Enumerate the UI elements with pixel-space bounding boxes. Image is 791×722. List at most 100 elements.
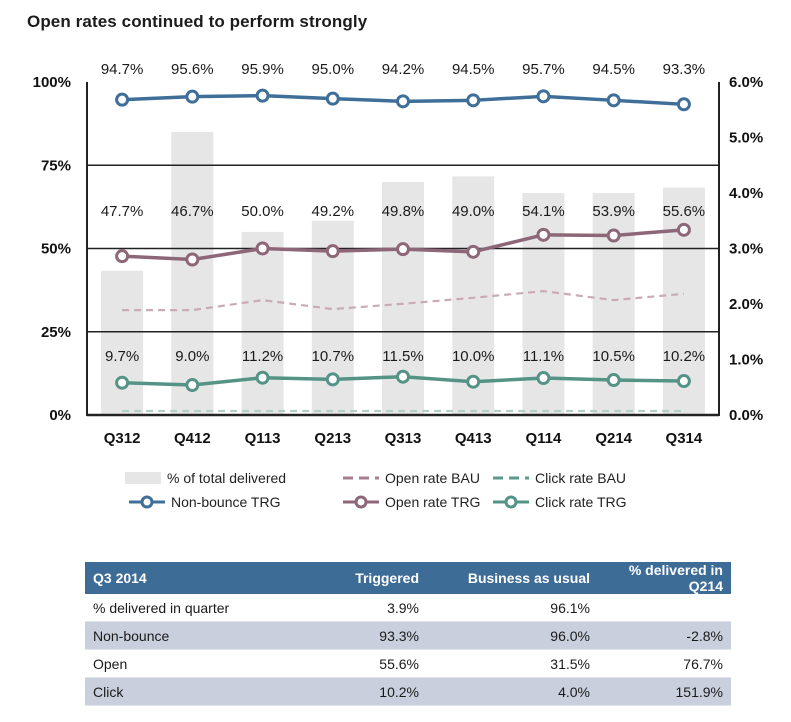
point-non-bounce-trg bbox=[606, 93, 621, 108]
point-click-rate-trg bbox=[536, 371, 551, 386]
data-label-click-rate-trg: 9.7% bbox=[105, 348, 139, 365]
point-open-rate-trg bbox=[115, 249, 130, 264]
right-tick-label: 6.0% bbox=[729, 74, 763, 91]
right-tick-label: 4.0% bbox=[729, 185, 763, 202]
point-open-rate-trg bbox=[466, 244, 481, 259]
point-non-bounce-trg bbox=[396, 94, 410, 109]
point-non-bounce-trg bbox=[255, 88, 270, 103]
data-label-click-rate-trg: 10.5% bbox=[592, 348, 635, 365]
legend-label: Open rate BAU bbox=[385, 470, 480, 486]
point-open-rate-trg bbox=[606, 228, 621, 243]
cell-triggered: 55.6% bbox=[271, 649, 427, 678]
table-header-row: Q3 2014 Triggered Business as usual % de… bbox=[85, 562, 731, 594]
x-tick-label: Q214 bbox=[595, 430, 632, 447]
table-row: % delivered in quarter 3.9% 96.1% bbox=[85, 594, 731, 622]
legend-marker-swatch bbox=[343, 495, 379, 509]
bar-q412 bbox=[171, 131, 214, 415]
right-tick-label: 1.0% bbox=[729, 352, 763, 369]
legend-item-non-bounce-trg: Non-bounce TRG bbox=[129, 494, 343, 510]
point-click-rate-trg bbox=[185, 378, 200, 393]
point-open-rate-trg bbox=[325, 244, 340, 259]
legend-marker-swatch bbox=[493, 495, 529, 509]
row-label: % delivered in quarter bbox=[85, 594, 271, 622]
data-label-non-bounce-trg: 95.9% bbox=[241, 61, 284, 78]
cell-delivered-q214: 76.7% bbox=[598, 649, 731, 678]
legend-label: Click rate TRG bbox=[535, 494, 627, 510]
point-open-rate-trg bbox=[185, 252, 200, 267]
x-tick-label: Q313 bbox=[385, 430, 422, 447]
cell-triggered: 10.2% bbox=[271, 677, 427, 706]
cell-bau: 31.5% bbox=[427, 649, 598, 678]
data-label-non-bounce-trg: 94.5% bbox=[592, 61, 635, 78]
cell-triggered: 3.9% bbox=[271, 594, 427, 622]
data-label-click-rate-trg: 10.7% bbox=[312, 348, 355, 365]
x-tick-label: Q114 bbox=[526, 430, 563, 447]
header-bau: Business as usual bbox=[427, 562, 598, 594]
data-label-open-rate-trg: 50.0% bbox=[241, 203, 284, 220]
point-open-rate-trg bbox=[396, 242, 410, 257]
data-label-open-rate-trg: 49.2% bbox=[312, 203, 355, 220]
point-non-bounce-trg bbox=[536, 89, 551, 104]
x-tick-label: Q314 bbox=[666, 430, 703, 447]
header-triggered: Triggered bbox=[271, 562, 427, 594]
legend-bar-swatch bbox=[125, 472, 161, 484]
data-label-non-bounce-trg: 95.0% bbox=[312, 61, 355, 78]
data-label-click-rate-trg: 11.1% bbox=[523, 348, 564, 365]
cell-bau: 96.1% bbox=[427, 594, 598, 622]
data-label-non-bounce-trg: 95.6% bbox=[171, 61, 214, 78]
point-non-bounce-trg bbox=[185, 89, 200, 104]
legend-dash-swatch bbox=[493, 476, 529, 480]
x-tick-label: Q312 bbox=[104, 430, 141, 447]
point-open-rate-trg bbox=[676, 222, 691, 237]
point-non-bounce-trg bbox=[325, 91, 340, 106]
x-tick-label: Q213 bbox=[314, 430, 351, 447]
cell-bau: 96.0% bbox=[427, 621, 598, 650]
labels-group: 94.7% 95.6% 95.9% 95.0% 94.2% 94.5% 95.7% 94.5%… bbox=[101, 61, 705, 365]
chart-title: Open rates continued to perform strongly bbox=[27, 12, 368, 31]
data-label-click-rate-trg: 11.5% bbox=[382, 348, 423, 365]
data-label-click-rate-trg: 10.2% bbox=[663, 348, 706, 365]
point-non-bounce-trg bbox=[115, 92, 130, 107]
cell-triggered: 93.3% bbox=[271, 621, 427, 650]
lines-group bbox=[115, 88, 691, 413]
legend-item-click-rate-trg: Click rate TRG bbox=[493, 494, 627, 510]
data-label-click-rate-trg: 10.0% bbox=[452, 348, 495, 365]
legend-label: Click rate BAU bbox=[535, 470, 627, 486]
right-tick-label: 2.0% bbox=[729, 296, 763, 313]
data-label-click-rate-trg: 9.0% bbox=[175, 348, 209, 365]
legend-item-open-rate-bau: Open rate BAU bbox=[343, 470, 493, 486]
point-non-bounce-trg bbox=[676, 97, 691, 112]
row-label: Non-bounce bbox=[85, 621, 271, 650]
header-period: Q3 2014 bbox=[85, 562, 271, 594]
data-label-open-rate-trg: 55.6% bbox=[663, 203, 706, 220]
header-delivered-q214: % delivered in Q214 bbox=[598, 562, 731, 594]
right-tick-label: 5.0% bbox=[729, 130, 763, 147]
series-open-rate-bau bbox=[122, 290, 684, 312]
cell-delivered-q214 bbox=[598, 594, 731, 622]
data-label-open-rate-trg: 49.0% bbox=[452, 203, 495, 220]
cell-bau: 4.0% bbox=[427, 677, 598, 706]
combo-chart: 0% 25% 50% 75% 100% 0.0% 1.0% 2.0% 3.0% 4.0% 5.0% 6… bbox=[33, 61, 764, 447]
point-click-rate-trg bbox=[676, 374, 691, 389]
data-label-open-rate-trg: 49.8% bbox=[382, 203, 425, 220]
data-label-non-bounce-trg: 93.3% bbox=[663, 61, 706, 78]
point-click-rate-trg bbox=[396, 369, 410, 384]
table-row: Click 10.2% 4.0% 151.9% bbox=[85, 677, 731, 706]
left-tick-label: 75% bbox=[41, 157, 71, 174]
legend-label: Non-bounce TRG bbox=[171, 494, 281, 510]
x-tick-label: Q412 bbox=[174, 430, 211, 447]
data-label-open-rate-trg: 53.9% bbox=[592, 203, 635, 220]
data-label-open-rate-trg: 54.1% bbox=[522, 203, 565, 220]
row-label: Open bbox=[85, 649, 271, 678]
x-tick-label: Q413 bbox=[455, 430, 492, 447]
data-label-open-rate-trg: 47.7% bbox=[101, 203, 144, 220]
cell-delivered-q214: 151.9% bbox=[598, 677, 731, 706]
legend-marker-swatch bbox=[129, 495, 165, 509]
legend-item-click-rate-bau: Click rate BAU bbox=[493, 470, 626, 486]
legend-item-open-rate-trg: Open rate TRG bbox=[343, 494, 493, 510]
legend-item-total-delivered: % of total delivered bbox=[125, 470, 343, 486]
data-label-non-bounce-trg: 95.7% bbox=[522, 61, 565, 78]
bar-q113 bbox=[241, 231, 284, 415]
left-tick-label: 100% bbox=[33, 74, 71, 91]
bar-q312 bbox=[101, 270, 144, 415]
